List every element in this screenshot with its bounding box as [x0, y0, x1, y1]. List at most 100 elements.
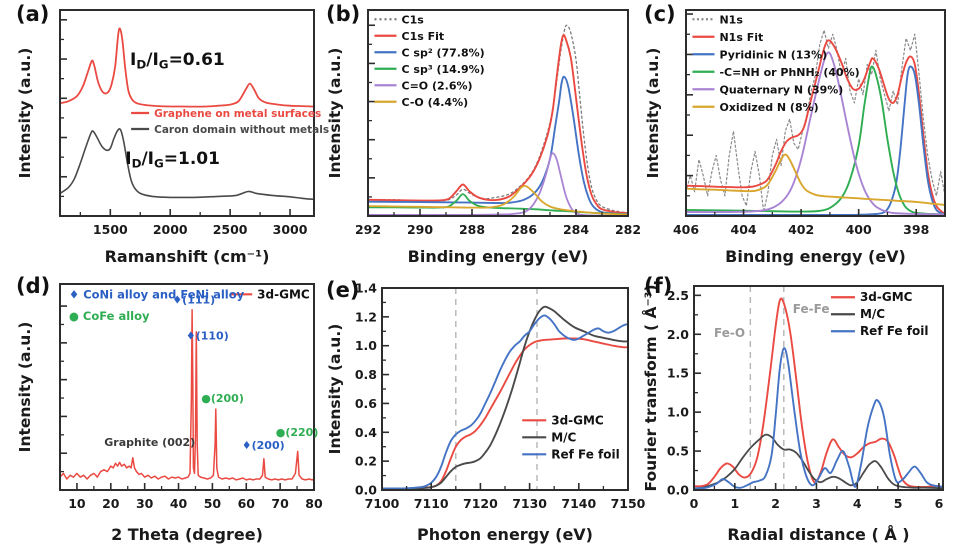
svg-text:Fe-O: Fe-O	[714, 326, 745, 340]
svg-text:0.5: 0.5	[667, 444, 689, 459]
svg-text:-C=NH or PhNH₂ (40%): -C=NH or PhNH₂ (40%)	[719, 66, 859, 79]
xanes-chart: 7100 7110 7120 7130 7140 7150 0.0 0.2 0.4 0.6 0.8 1…	[326, 281, 646, 545]
svg-text:1.2: 1.2	[355, 309, 377, 324]
xrd-pattern-chart: 10 20 30 40 50 60 70 80 2 Theta (degree) Intensit…	[16, 283, 323, 544]
panel-label-b: (b)	[326, 2, 361, 26]
svg-text:7110: 7110	[414, 496, 449, 511]
svg-text:0.0: 0.0	[667, 483, 689, 498]
svg-text:♦(111): ♦(111)	[172, 293, 215, 306]
svg-text:C-O (4.4%): C-O (4.4%)	[402, 96, 469, 109]
panel-c: (c) 406 404 402 400 398 Binding energy (eV) In…	[642, 2, 953, 270]
panel-label-a: (a)	[16, 2, 50, 26]
svg-text:1500: 1500	[93, 222, 128, 237]
svg-text:2 Theta (degree): 2 Theta (degree)	[111, 525, 263, 544]
svg-text:2000: 2000	[153, 222, 188, 237]
svg-text:Oxidized N (8%): Oxidized N (8%)	[719, 101, 818, 114]
svg-text:1: 1	[730, 496, 739, 511]
svg-text:N1s: N1s	[719, 13, 743, 26]
svg-text:C sp² (77.8%): C sp² (77.8%)	[402, 46, 485, 59]
svg-text:1.5: 1.5	[667, 366, 689, 381]
svg-text:Caron domain without metals: Caron domain without metals	[154, 124, 329, 136]
panel-label-e: (e)	[326, 278, 360, 302]
svg-text:7140: 7140	[561, 496, 596, 511]
svg-text:♦ CoNi alloy and FeNi alloy: ♦ CoNi alloy and FeNi alloy	[69, 287, 245, 301]
panel-a: (a) 1500 2000 2500 3000 Ramanshift (cm⁻¹) Int…	[14, 2, 329, 270]
svg-text:C=O (2.6%): C=O (2.6%)	[402, 79, 473, 92]
svg-text:1.4: 1.4	[355, 281, 377, 296]
svg-text:40: 40	[170, 496, 188, 511]
svg-text:5: 5	[894, 496, 903, 511]
svg-text:290: 290	[407, 222, 433, 237]
svg-text:406: 406	[673, 222, 699, 237]
svg-text:2500: 2500	[213, 222, 248, 237]
svg-text:3d-GMC: 3d-GMC	[257, 287, 310, 301]
svg-text:Pyridinic N (13%): Pyridinic N (13%)	[719, 48, 827, 61]
svg-text:3: 3	[812, 496, 821, 511]
svg-text:0.8: 0.8	[355, 367, 377, 382]
svg-text:Radial distance ( Å ): Radial distance ( Å )	[727, 525, 909, 544]
svg-text:C1s: C1s	[402, 13, 425, 26]
panel-b: (b) 292 290 288 286 284 282 Binding energy (eV…	[324, 2, 641, 270]
svg-text:2.5: 2.5	[667, 288, 689, 303]
svg-text:20: 20	[102, 496, 120, 511]
panel-label-d: (d)	[16, 274, 51, 298]
svg-text:Graphene on metal surfaces: Graphene on metal surfaces	[154, 108, 321, 120]
svg-text:M/C: M/C	[551, 430, 576, 444]
exafs-ft-chart: 0 1 2 3 4 5 6 0.0 0.5 1.0 1.5 2.0 2.5 Radial distance…	[641, 284, 944, 544]
svg-text:0: 0	[690, 496, 699, 511]
svg-text:2: 2	[771, 496, 780, 511]
svg-text:N1s Fit: N1s Fit	[719, 31, 763, 44]
svg-text:Intensity (a.u.): Intensity (a.u.)	[326, 48, 344, 179]
svg-text:404: 404	[731, 222, 757, 237]
svg-text:402: 402	[788, 222, 814, 237]
svg-text:Ramanshift (cm⁻¹): Ramanshift (cm⁻¹)	[105, 247, 270, 266]
svg-text:C sp³ (14.9%): C sp³ (14.9%)	[402, 63, 485, 76]
xps-c1s-chart: 292 290 288 286 284 282 Binding energy (eV) Int…	[326, 9, 641, 266]
svg-text:Fourier transform ( Å⁻³): Fourier transform ( Å⁻³)	[641, 284, 660, 491]
svg-text:Fe-Fe: Fe-Fe	[793, 302, 830, 316]
svg-text:●(220): ●(220)	[276, 426, 319, 439]
svg-text:0.4: 0.4	[355, 425, 377, 440]
svg-text:ID/IG=1.01: ID/IG=1.01	[125, 149, 220, 171]
svg-text:50: 50	[204, 496, 222, 511]
svg-text:M/C: M/C	[860, 307, 885, 321]
svg-text:♦(110): ♦(110)	[186, 329, 229, 342]
svg-text:Ref Fe foil: Ref Fe foil	[551, 447, 620, 461]
svg-text:6: 6	[935, 496, 944, 511]
svg-text:2.0: 2.0	[667, 327, 689, 342]
svg-text:7100: 7100	[365, 496, 400, 511]
svg-text:284: 284	[563, 222, 589, 237]
panel-label-c: (c)	[644, 2, 676, 26]
svg-text:Quaternary N (39%): Quaternary N (39%)	[719, 83, 843, 96]
svg-text:Intensity (a.u.): Intensity (a.u.)	[644, 48, 662, 179]
svg-text:Intensity (a.u.): Intensity (a.u.)	[326, 324, 344, 455]
svg-text:0.2: 0.2	[355, 454, 377, 469]
svg-text:Intensity (a.u.): Intensity (a.u.)	[16, 322, 34, 453]
svg-text:10: 10	[68, 496, 86, 511]
svg-text:7130: 7130	[512, 496, 547, 511]
svg-text:Graphite (002): Graphite (002)	[104, 436, 195, 449]
svg-text:286: 286	[511, 222, 537, 237]
svg-text:● CoFe alloy: ● CoFe alloy	[69, 309, 150, 323]
panel-e: (e) 7100 7110 7120 7130 7140 7150 0.0 0.2 0.4 0.6…	[324, 274, 646, 548]
svg-text:3d-GMC: 3d-GMC	[551, 413, 604, 427]
svg-text:60: 60	[238, 496, 256, 511]
svg-text:70: 70	[271, 496, 289, 511]
svg-text:●(200): ●(200)	[201, 392, 244, 405]
svg-text:282: 282	[615, 222, 641, 237]
svg-text:3d-GMC: 3d-GMC	[860, 290, 913, 304]
svg-text:1.0: 1.0	[667, 405, 689, 420]
panel-label-f: (f)	[644, 274, 673, 298]
svg-text:4: 4	[853, 496, 862, 511]
svg-text:7120: 7120	[463, 496, 498, 511]
svg-text:ID/IG=0.61: ID/IG=0.61	[130, 50, 225, 72]
svg-text:400: 400	[846, 222, 872, 237]
svg-text:1.0: 1.0	[355, 338, 377, 353]
svg-text:80: 80	[305, 496, 323, 511]
panel-d: (d) 10 20 30 40 50 60 70 80 2 Theta (degree) Inte…	[14, 274, 323, 548]
panel-f: (f) 0 1 2 3 4 5 6 0.0 0.5 1.0 1.5 2.0 2.5 Radial dist…	[641, 274, 953, 548]
svg-text:0.6: 0.6	[355, 396, 377, 411]
svg-text:292: 292	[355, 222, 381, 237]
svg-text:Binding energy (eV): Binding energy (eV)	[725, 247, 906, 266]
